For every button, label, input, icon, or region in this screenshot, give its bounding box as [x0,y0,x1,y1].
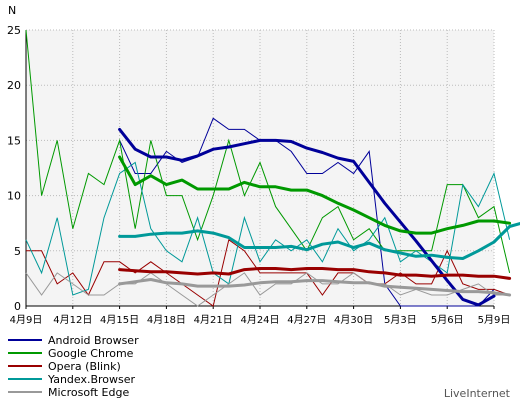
smoothed-series-lines [118,127,520,307]
series-line-smoothed-yandex-browser [118,222,520,260]
x-tick-label: 5月6日 [431,314,464,326]
legend-item: Opera (Blink) [8,360,139,373]
y-axis-label: N [8,4,16,17]
x-tick-label: 5月3日 [384,314,417,326]
y-tick-label: 15 [7,134,21,147]
series-line-daily-google-chrome [25,29,511,274]
series-line-daily-android-browser [119,117,495,307]
series-line-smoothed-opera-blink [118,267,512,280]
legend-item: Yandex.Browser [8,373,139,386]
x-tick-label: 4月30日 [334,314,373,326]
x-tick-labels: 4月9日 4月12日 4月15日 4月18日 4月21日 4月24日 4月27日 4月30日 5… [10,306,511,326]
legend-swatch [8,339,42,341]
x-tick-label: 4月21日 [194,314,233,326]
x-tick-label: 4月24日 [240,314,279,326]
legend-swatch [8,378,42,380]
legend-item: Android Browser [8,334,139,347]
y-tick-label: 5 [14,245,21,258]
daily-series-lines [25,29,511,307]
legend-label: Yandex.Browser [48,373,136,386]
x-tick-label: 4月9日 [10,314,43,326]
y-tick-label: 0 [14,300,21,313]
legend-label: Opera (Blink) [48,360,121,373]
y-tick-label: 20 [7,79,21,92]
series-line-smoothed-google-chrome [118,155,512,235]
brand-label: LiveInternet [443,387,510,400]
x-tick-label: 4月27日 [287,314,326,326]
legend-swatch [8,391,42,393]
y-tick-labels: 0 5 10 15 20 25 [7,24,21,313]
legend-label: Google Chrome [48,347,134,360]
legend: Android Browser Google Chrome Opera (Bli… [8,334,139,399]
x-tick-label: 5月9日 [478,314,511,326]
series-line-daily-yandex-browser [25,161,511,296]
legend-swatch [8,365,42,367]
legend-label: Android Browser [48,334,139,347]
series-line-daily-opera-blink [26,238,510,307]
line-chart: N 0 5 10 15 20 25 4月9日 4月12日 4月15日 4月18日 4月21日 4月2… [7,4,520,326]
x-tick-label: 4月15日 [100,314,139,326]
legend-item: Microsoft Edge [8,386,139,399]
x-tick-label: 4月18日 [147,314,186,326]
legend-item: Google Chrome [8,347,139,360]
series-line-smoothed-microsoft-edge [118,278,512,297]
legend-swatch [8,352,42,354]
series-line-smoothed-android-browser [118,127,496,307]
grid-lines [26,29,495,306]
y-tick-label: 10 [7,190,21,203]
series-line-daily-microsoft-edge [25,272,510,307]
y-tick-label: 25 [7,24,21,37]
legend-label: Microsoft Edge [48,386,130,399]
x-tick-label: 4月12日 [53,314,92,326]
